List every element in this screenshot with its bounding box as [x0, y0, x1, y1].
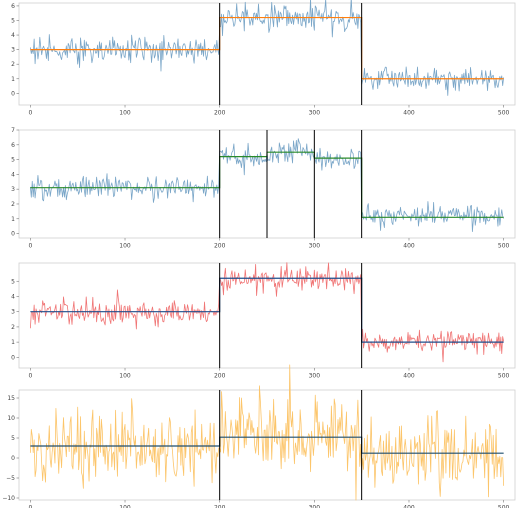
x-tick-label: 500: [498, 110, 510, 117]
y-tick-label: 5: [11, 157, 15, 164]
y-tick-label: 2: [11, 324, 15, 331]
x-tick-label: 300: [309, 243, 321, 250]
x-tick-label: 0: [28, 373, 32, 380]
series-line-fit: [30, 436, 504, 454]
series-line-signal: [29, 364, 505, 501]
x-tick-label: 100: [119, 373, 131, 380]
y-tick-label: 0: [11, 231, 15, 238]
x-tick-label: 0: [28, 243, 32, 250]
y-tick-label: −5: [6, 475, 15, 482]
plot-frame: [18, 389, 516, 501]
chart-panel-2: 0 100 200 300 400 500 0 1 2 3 4 5 6 7: [11, 127, 516, 250]
x-tick-label: 100: [119, 505, 131, 508]
x-tick-label: 300: [309, 110, 321, 117]
y-tick-label: 15: [7, 395, 15, 402]
x-tick-label: 0: [28, 110, 32, 117]
plot-frame: [18, 2, 516, 106]
y-tick-label: 0: [11, 455, 15, 462]
y-tick-label: −10: [2, 495, 15, 502]
y-tick-label: 4: [11, 32, 15, 39]
y-tick-label: 1: [11, 216, 15, 223]
x-tick-label: 200: [214, 505, 226, 508]
y-tick-label: 6: [11, 142, 15, 149]
y-tick-label: 3: [11, 47, 15, 54]
y-tick-label: 2: [11, 201, 15, 208]
y-tick-label: 1: [11, 76, 15, 83]
x-tick-label: 500: [498, 243, 510, 250]
y-tick-label: 2: [11, 61, 15, 68]
x-tick-label: 400: [403, 243, 415, 250]
x-tick-label: 200: [214, 373, 226, 380]
series-line-signal: [29, 0, 505, 96]
series-line-fit: [30, 16, 504, 80]
y-tick-label: 0: [11, 90, 15, 97]
x-tick-label: 100: [119, 110, 131, 117]
y-tick-label: 4: [11, 171, 15, 178]
chart-panel-4: 0 100 200 300 400 500 −10 −5 0 5 10 15: [2, 364, 516, 508]
y-tick-label: 10: [7, 415, 15, 422]
x-tick-label: 500: [498, 505, 510, 508]
y-tick-label: 1: [11, 339, 15, 346]
plot-frame: [18, 262, 516, 369]
y-tick-label: 3: [11, 309, 15, 316]
y-tick-label: 3: [11, 186, 15, 193]
x-tick-label: 100: [119, 243, 131, 250]
x-tick-label: 200: [214, 243, 226, 250]
chart-panel-3: 0 100 200 300 400 500 0 1 2 3 4 5: [11, 262, 516, 380]
y-tick-label: 5: [11, 435, 15, 442]
y-tick-label: 5: [11, 278, 15, 285]
y-tick-label: 7: [11, 127, 15, 134]
series-line-signal: [29, 262, 505, 363]
series-line-fit: [30, 277, 504, 343]
x-tick-label: 400: [403, 110, 415, 117]
y-tick-label: 4: [11, 293, 15, 300]
x-tick-label: 300: [309, 505, 321, 508]
x-tick-label: 400: [403, 373, 415, 380]
x-tick-label: 400: [403, 505, 415, 508]
chart-panel-1: 0 100 200 300 400 500 0 1 2 3 4 5 6: [11, 0, 516, 117]
x-tick-label: 0: [28, 505, 32, 508]
x-tick-label: 200: [214, 110, 226, 117]
y-tick-label: 5: [11, 17, 15, 24]
y-tick-label: 6: [11, 3, 15, 10]
x-tick-label: 500: [498, 373, 510, 380]
y-tick-label: 0: [11, 354, 15, 361]
x-tick-label: 300: [309, 373, 321, 380]
